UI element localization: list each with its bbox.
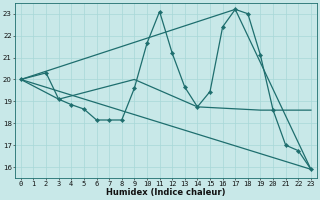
X-axis label: Humidex (Indice chaleur): Humidex (Indice chaleur) bbox=[106, 188, 226, 197]
